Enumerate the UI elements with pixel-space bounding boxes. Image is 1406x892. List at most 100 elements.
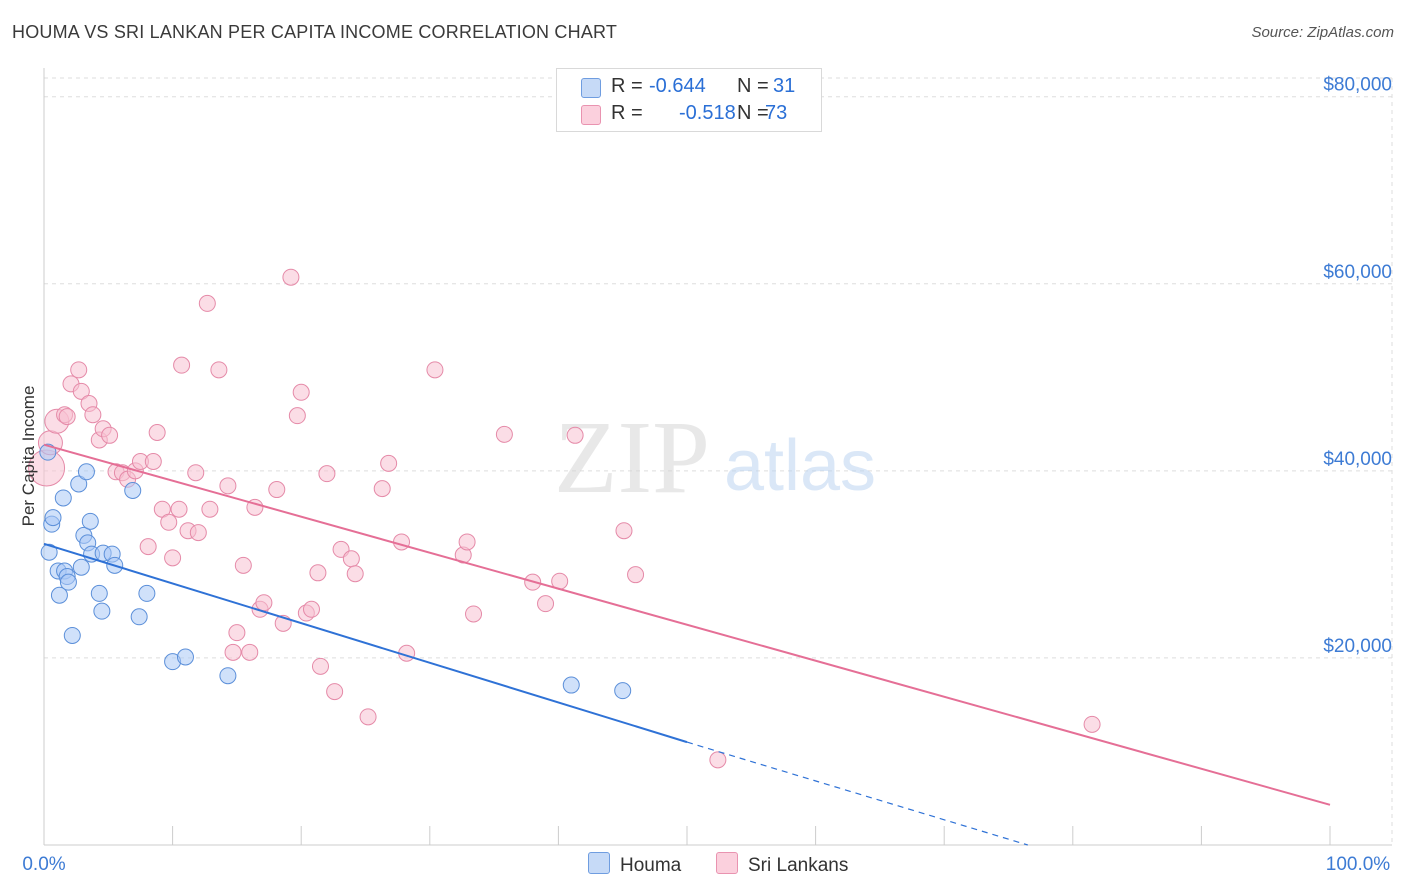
srilankan-point	[198, 294, 216, 312]
houma-legend-label: Houma	[620, 855, 682, 876]
y-tick-label: $20,000	[1323, 636, 1392, 657]
srilankan-point	[346, 565, 364, 583]
srilankan-point	[373, 480, 391, 498]
houma-point	[93, 602, 111, 620]
houma-legend-swatch	[588, 852, 610, 874]
srilankan-point	[268, 481, 286, 499]
houma-trend-extension	[686, 741, 1028, 846]
srilankan-point	[173, 356, 191, 374]
srilankan-point	[302, 600, 320, 618]
watermark-atlas: atlas	[724, 426, 876, 506]
correlation-legend: R = -0.644 N = 31 R = -0.518 N = 73	[556, 68, 822, 132]
r-value: -0.518	[679, 102, 736, 124]
houma-point	[72, 558, 90, 576]
data-points	[28, 268, 1101, 769]
srilankan-point	[58, 408, 76, 426]
y-tick-label: $80,000	[1323, 75, 1392, 96]
trend-lines	[43, 443, 1331, 846]
houma-swatch	[581, 78, 601, 98]
srilankan-point	[311, 657, 329, 675]
srilankan-point	[139, 538, 157, 556]
srilankan-point	[241, 643, 259, 661]
chart-title: HOUMA VS SRI LANKAN PER CAPITA INCOME CO…	[12, 22, 618, 42]
n-label: N =	[737, 75, 769, 97]
srilankan-trend-line	[43, 443, 1331, 806]
y-axis-label: Per Capita Income	[19, 386, 38, 527]
srilankan-legend-swatch	[716, 852, 738, 874]
srilankan-point	[189, 524, 207, 542]
houma-point	[59, 573, 77, 591]
houma-point	[44, 509, 62, 527]
source-label: Source: ZipAtlas.com	[1251, 24, 1394, 41]
houma-point	[124, 481, 142, 499]
r-label: R =	[611, 75, 643, 97]
srilankan-point	[326, 683, 344, 701]
srilankan-legend-label: Sri Lankans	[748, 855, 849, 876]
houma-point	[130, 608, 148, 626]
srilankan-point	[426, 361, 444, 379]
srilankan-point	[255, 594, 273, 612]
n-value: 31	[773, 75, 796, 97]
srilankan-point	[288, 407, 306, 425]
srilankan-point	[187, 464, 205, 482]
srilankan-point	[72, 382, 90, 400]
srilankan-point	[164, 549, 182, 567]
srilankan-point	[84, 406, 102, 424]
srilankan-point	[292, 383, 310, 401]
y-tick-label: $60,000	[1323, 262, 1392, 283]
houma-point	[138, 584, 156, 602]
x-tick-label: 0.0%	[22, 854, 65, 875]
houma-point	[54, 489, 72, 507]
r-value: -0.644	[649, 75, 706, 97]
houma-point	[50, 586, 68, 604]
houma-point	[63, 626, 81, 644]
srilankan-point	[709, 751, 727, 769]
houma-point	[70, 475, 88, 493]
n-label: N =	[737, 102, 769, 124]
srilankan-swatch	[581, 105, 601, 125]
srilankan-point	[380, 454, 398, 472]
houma-point	[77, 463, 95, 481]
houma-trend-line	[43, 542, 688, 744]
srilankan-point	[359, 708, 377, 726]
legend-item-srilankans: Sri Lankans	[716, 852, 848, 877]
srilankan-point	[144, 453, 162, 470]
srilankan-point	[219, 477, 237, 495]
srilankan-point	[148, 424, 166, 442]
houma-point	[39, 443, 57, 461]
srilankan-point	[160, 513, 178, 531]
srilankan-point	[201, 500, 219, 518]
srilankan-point	[566, 426, 584, 444]
srilankan-point	[342, 550, 360, 568]
houma-point	[90, 584, 108, 602]
watermark-zip: ZIP	[554, 400, 710, 515]
axes	[43, 68, 1392, 846]
srilankan-point	[101, 426, 119, 444]
srilankan-point	[393, 533, 411, 551]
houma-point	[614, 682, 632, 700]
srilankan-point	[615, 522, 633, 540]
srilankan-point	[224, 643, 242, 661]
grid-lines	[44, 77, 1393, 845]
n-value: 73	[765, 102, 788, 124]
srilankan-point	[228, 624, 246, 642]
houma-point	[40, 543, 58, 561]
srilankan-point	[495, 425, 513, 443]
srilankan-point	[170, 500, 188, 518]
r-label: R =	[611, 102, 643, 124]
x-tick-label: 100.0%	[1326, 854, 1391, 875]
srilankan-point	[537, 595, 555, 613]
srilankan-point	[309, 564, 327, 582]
axis-labels: Per Capita Income $20,000 $40,000 $60,000 $…	[19, 75, 1392, 875]
srilankan-point	[1083, 715, 1101, 733]
srilankan-point	[70, 361, 88, 379]
srilankan-point	[318, 465, 336, 483]
srilankan-point	[234, 556, 252, 574]
srilankan-point	[210, 361, 228, 379]
watermark: ZIP atlas	[554, 400, 876, 515]
srilankan-point	[627, 566, 645, 584]
legend-item-houma: Houma	[588, 852, 681, 877]
srilankan-point	[465, 605, 483, 623]
houma-point	[562, 676, 580, 694]
